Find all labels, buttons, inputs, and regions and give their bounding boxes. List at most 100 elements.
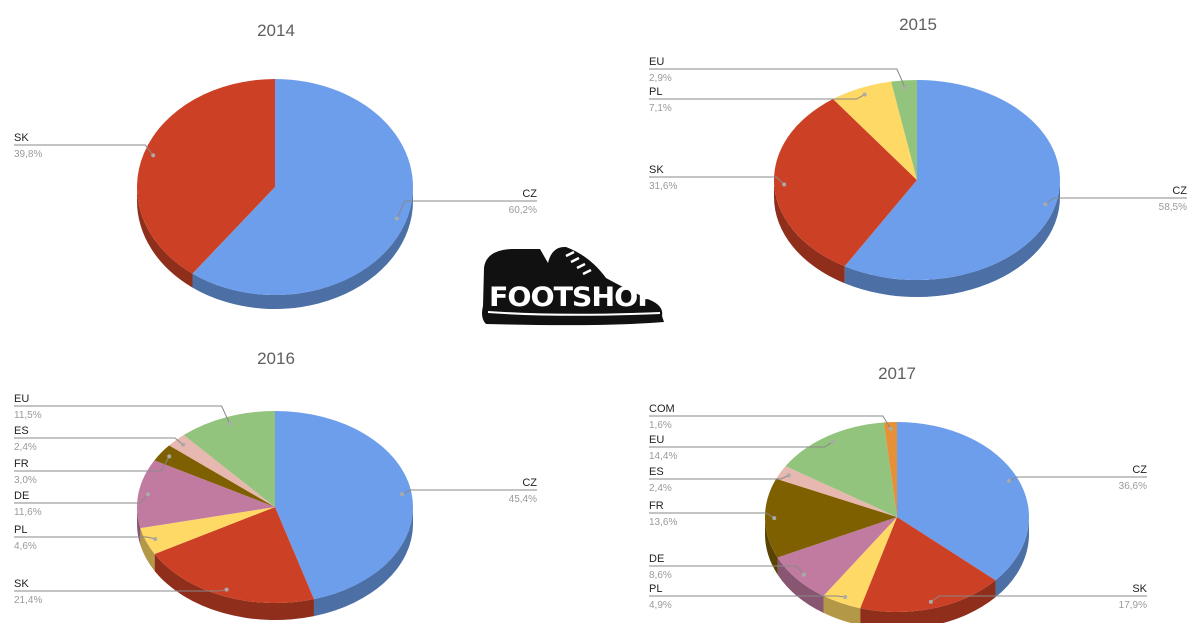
pie-slice-FR (765, 478, 897, 558)
slice-label-ES: ES (649, 466, 664, 478)
leader-line-FR (14, 456, 170, 472)
leader-line-SK (649, 176, 785, 185)
pie-slice-CZ (275, 411, 413, 600)
pie-slice-ES (776, 466, 897, 517)
leader-dot-EU (902, 85, 907, 90)
pie-side-SK (774, 180, 845, 284)
pie-slice-FR (154, 445, 275, 507)
slice-label-PL: PL (14, 524, 27, 536)
leader-dot-PL (843, 595, 848, 600)
slice-value-PL: 7,1% (649, 103, 672, 114)
leader-line-CZ (1045, 197, 1187, 205)
slice-value-COM: 1,6% (649, 420, 672, 431)
slice-label-SK: SK (1132, 583, 1147, 595)
leader-dot-SK (224, 587, 229, 592)
pie-side-FR (765, 517, 778, 575)
slice-label-EU: EU (649, 56, 664, 68)
pie-slice-SK (860, 517, 996, 612)
slice-label-COM: COM (649, 403, 675, 415)
leader-dot-PL (153, 536, 158, 541)
leader-line-SK (14, 589, 227, 592)
leader-line-CZ (396, 200, 537, 219)
leader-line-EU (649, 441, 833, 448)
pie-side-PL (823, 595, 861, 623)
leader-dot-EU (227, 421, 232, 426)
chart-title: 2014 (257, 21, 295, 40)
slice-label-SK: SK (14, 578, 29, 590)
leader-line-DE (649, 565, 805, 575)
slice-label-SK: SK (14, 132, 29, 144)
leader-line-DE (14, 493, 149, 504)
leader-dot-CZ (394, 216, 399, 221)
shoe-sole-line (487, 311, 661, 316)
slice-value-SK: 31,6% (649, 181, 677, 192)
slice-value-EU: 2,9% (649, 73, 672, 84)
leader-line-PL (649, 595, 846, 598)
pie-slice-SK (136, 79, 275, 274)
pie-slice-CZ (844, 79, 1061, 281)
slice-value-DE: 11,6% (14, 507, 42, 518)
slice-label-EU: EU (14, 393, 29, 405)
slice-label-ES: ES (14, 425, 29, 437)
pie-side-CZ (844, 180, 1060, 297)
leader-dot-CZ (1007, 478, 1012, 483)
shoe-silhouette (482, 246, 664, 326)
leader-line-ES (649, 474, 789, 480)
logo-text: FOOTSHOP (489, 282, 657, 313)
pie-slice-SK (774, 99, 917, 267)
slice-value-CZ: 45,4% (509, 494, 537, 505)
pie-side-CZ (995, 517, 1029, 598)
leader-dot-SK (151, 153, 156, 158)
pie-slice-ES (169, 435, 275, 507)
pie-slice-EU (183, 411, 275, 507)
leader-dot-FR (167, 454, 172, 459)
pie-slice-SK (154, 507, 314, 603)
slice-value-CZ: 58,5% (1159, 202, 1187, 213)
leader-dot-CZ (400, 492, 405, 497)
leader-line-PL (649, 94, 865, 100)
leader-dot-DE (801, 572, 806, 577)
slice-value-SK: 17,9% (1119, 600, 1147, 611)
slice-label-FR: FR (649, 500, 664, 512)
leader-line-SK (14, 144, 154, 156)
footshop-logo: FOOTSHOP (482, 246, 664, 326)
slice-value-ES: 2,4% (649, 483, 672, 494)
shoe-laces (565, 250, 592, 276)
slice-value-DE: 8,6% (649, 570, 672, 581)
leader-line-ES (14, 437, 184, 446)
pie-chart-2015: 2015 CZ 58,5% SK 31,6% PL 7,1% EU 2,9% (649, 15, 1187, 297)
slice-value-CZ: 60,2% (509, 205, 537, 216)
leader-line-COM (649, 415, 892, 430)
pie-side (765, 517, 1029, 623)
leader-line-SK (930, 595, 1147, 603)
leader-dot-PL (862, 92, 867, 97)
leader-line-FR (649, 512, 775, 519)
leader-dot-ES (786, 473, 791, 478)
chart-title: 2015 (899, 15, 937, 34)
leader-dot-EU (830, 439, 835, 444)
pie-slice-EU (891, 80, 917, 180)
leader-dot-CZ (1043, 202, 1048, 207)
leader-dot-SK (782, 182, 787, 187)
leader-line-EU (649, 68, 906, 88)
pie-slice-PL (823, 517, 897, 609)
slice-label-FR: FR (14, 458, 29, 470)
pie-side-SK (860, 580, 996, 623)
slice-label-DE: DE (14, 490, 29, 502)
pie-slice-PL (140, 507, 275, 554)
pie-side-CZ (192, 187, 413, 309)
leader-line-CZ (1008, 476, 1147, 482)
pie-slice-CZ (897, 422, 1030, 581)
leader-dot-SK (928, 599, 933, 604)
pie-side (137, 187, 413, 309)
slice-value-FR: 13,6% (649, 517, 677, 528)
leader-dot-DE (145, 492, 150, 497)
leader-line-PL (14, 536, 156, 540)
pie-slice-PL (833, 81, 917, 180)
slice-value-FR: 3,0% (14, 475, 37, 486)
slice-label-PL: PL (649, 86, 662, 98)
slice-label-PL: PL (649, 583, 662, 595)
pie-side-SK (154, 553, 314, 620)
pie-charts: 2014 CZ 60,2% SK 39,8% 2015 CZ 58,5% SK 31,6% PL 7,… (14, 15, 1187, 623)
